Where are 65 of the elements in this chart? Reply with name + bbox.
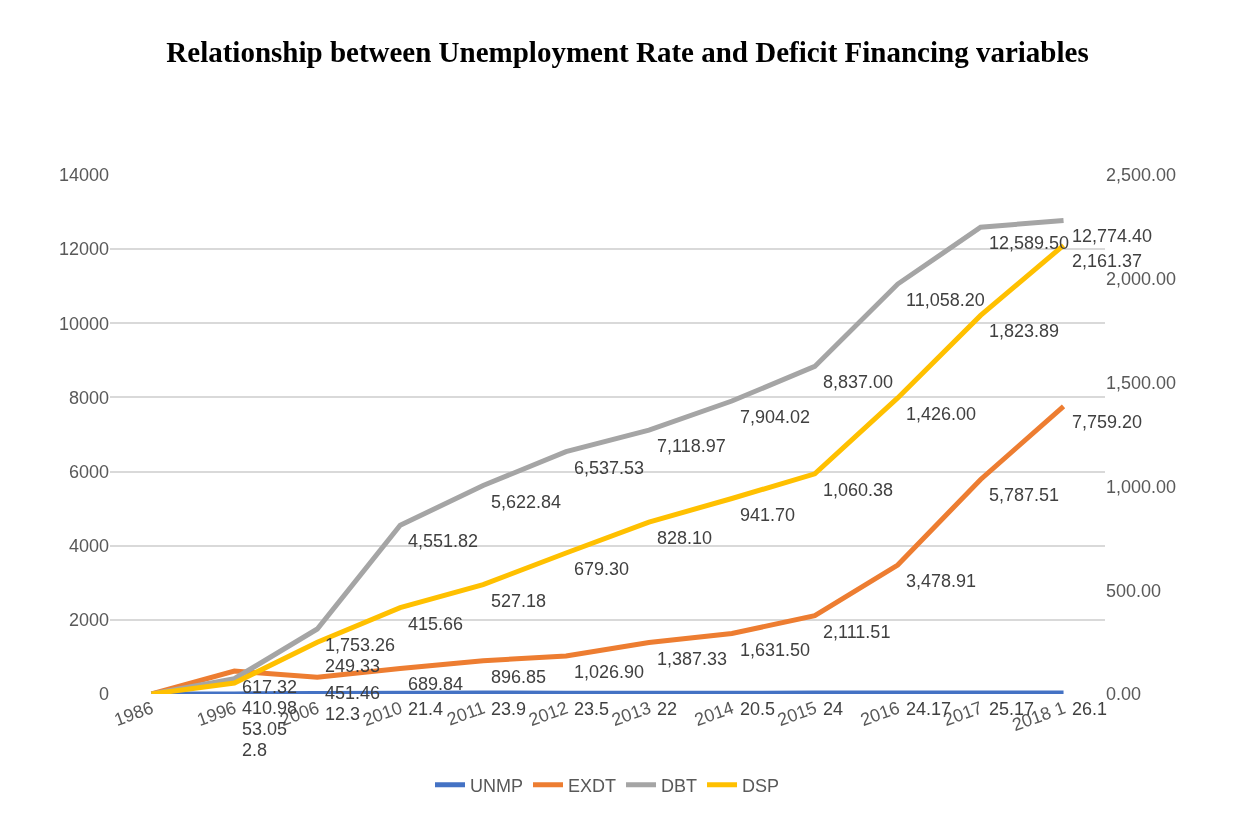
y-tick-label: 10000 (58, 313, 109, 334)
y2-tick-label: 1,500.00 (1106, 372, 1177, 393)
x-tick-label: 1986 (111, 697, 156, 730)
data-label: 22 (657, 699, 678, 719)
chart-title: Relationship between Unemployment Rate and Deficit Financing variables (166, 35, 1089, 68)
data-label: 896.85 (491, 667, 547, 687)
y-tick-label: 2000 (68, 610, 109, 631)
data-label: 24 (823, 699, 844, 719)
x-tick-label: 2012 (526, 697, 571, 730)
x-tick-label: 2013 (608, 697, 654, 730)
data-label: 941.70 (740, 505, 796, 525)
data-label: 21.4 (408, 699, 444, 719)
data-label: 5,622.84 (491, 492, 562, 512)
data-label: 1,026.90 (574, 662, 645, 682)
data-label: 3,478.91 (906, 571, 977, 591)
legend-label: DSP (742, 775, 780, 796)
data-label: 2.8 (242, 740, 268, 760)
data-label: 679.30 (574, 559, 630, 579)
legend-label: EXDT (568, 775, 617, 796)
y-tick-label: 14000 (58, 165, 109, 186)
data-label: 1,060.38 (823, 480, 894, 500)
data-label: 12.3 (325, 704, 361, 724)
data-label: 7,759.20 (1072, 412, 1143, 432)
data-label: 12,589.50 (989, 233, 1070, 253)
data-label: 26.1 (1072, 699, 1108, 719)
x-tick-label: 2015 (774, 697, 820, 730)
data-label: 1,823.89 (989, 321, 1060, 341)
x-tick-label: 2016 (857, 697, 903, 730)
data-label: 8,837.00 (823, 372, 894, 392)
x-tick-label: 1996 (194, 697, 239, 730)
x-tick-label: 2014 (691, 697, 737, 730)
y2-tick-label: 2,500.00 (1106, 165, 1177, 186)
y-tick-label: 6000 (68, 461, 109, 482)
data-label: 5,787.51 (989, 485, 1060, 505)
data-label: 1,753.26 (325, 635, 396, 655)
data-label: 1,387.33 (657, 649, 728, 669)
data-label: 7,904.02 (740, 407, 811, 427)
data-label: 23.9 (491, 699, 527, 719)
data-label: 689.84 (408, 674, 464, 694)
data-label: 7,118.97 (657, 436, 726, 456)
data-label: 415.66 (408, 614, 464, 634)
data-label: 6,537.53 (574, 458, 645, 478)
legend-label: UNMP (470, 775, 523, 796)
y2-tick-label: 1,000.00 (1106, 476, 1177, 497)
data-label: 2,161.37 (1072, 251, 1143, 271)
data-label: 249.33 (325, 656, 381, 676)
data-label: 11,058.20 (906, 290, 985, 310)
data-label: 20.5 (740, 699, 776, 719)
y-tick-label: 12000 (58, 239, 109, 260)
legend-label: DBT (661, 775, 698, 796)
data-label: 12,774.40 (1072, 226, 1153, 246)
data-label: 1,426.00 (906, 404, 977, 424)
data-label: 527.18 (491, 591, 547, 611)
x-tick-label: 2011 (444, 697, 488, 730)
data-label: 4,551.82 (408, 531, 479, 551)
y2-tick-label: 0.00 (1106, 684, 1142, 705)
data-label: 23.5 (574, 699, 610, 719)
y-tick-label: 8000 (68, 387, 109, 408)
y2-tick-label: 2,000.00 (1106, 269, 1177, 290)
data-label: 828.10 (657, 528, 713, 548)
y-tick-label: 0 (98, 684, 109, 705)
y-tick-label: 4000 (68, 536, 109, 557)
y2-tick-label: 500.00 (1106, 580, 1162, 601)
data-label: 2,111.51 (823, 622, 891, 642)
data-label: 1,631.50 (740, 640, 811, 660)
